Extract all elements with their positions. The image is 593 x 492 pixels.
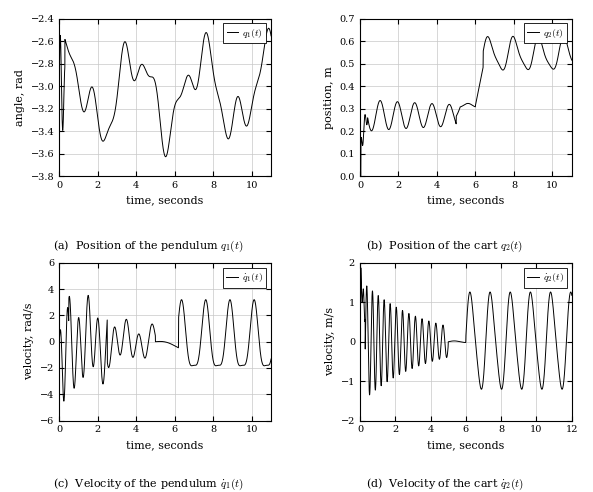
Text: (a)  Position of the pendulum $q_1(t)$: (a) Position of the pendulum $q_1(t)$ [53, 238, 244, 253]
Legend: $q_2(t)$: $q_2(t)$ [524, 23, 567, 43]
X-axis label: time, seconds: time, seconds [126, 196, 204, 206]
X-axis label: time, seconds: time, seconds [427, 196, 505, 206]
X-axis label: time, seconds: time, seconds [427, 440, 505, 450]
Text: (c)  Velocity of the pendulum $\dot{q}_1(t)$: (c) Velocity of the pendulum $\dot{q}_1(… [53, 477, 244, 492]
Y-axis label: velocity, rad/s: velocity, rad/s [24, 303, 34, 380]
Y-axis label: position, m: position, m [324, 66, 334, 129]
Y-axis label: angle, rad: angle, rad [15, 69, 25, 126]
Text: (b)  Position of the cart $q_2(t)$: (b) Position of the cart $q_2(t)$ [366, 238, 524, 253]
Legend: $\dot{q}_2(t)$: $\dot{q}_2(t)$ [524, 268, 567, 287]
X-axis label: time, seconds: time, seconds [126, 440, 204, 450]
Legend: $\dot{q}_1(t)$: $\dot{q}_1(t)$ [223, 268, 266, 287]
Legend: $q_1(t)$: $q_1(t)$ [223, 23, 266, 43]
Y-axis label: velocity, m/s: velocity, m/s [325, 307, 335, 376]
Text: (d)  Velocity of the cart $\dot{q}_2(t)$: (d) Velocity of the cart $\dot{q}_2(t)$ [366, 477, 524, 492]
